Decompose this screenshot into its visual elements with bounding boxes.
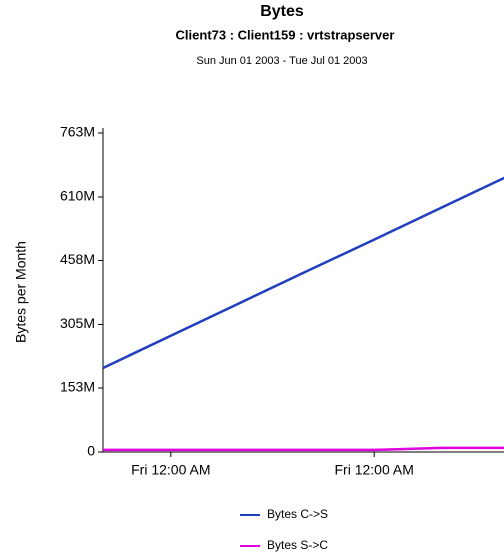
chart-title: Bytes [260,3,304,20]
chart-subtitle: Client73 : Client159 : vrtstrapserver [176,27,395,42]
y-tick-label: 763M [60,124,95,140]
line-series [102,176,504,370]
legend-label: Bytes S->C [267,538,328,552]
y-axis-label: Bytes per Month [13,241,29,343]
y-tick-label: 0 [87,443,95,459]
date-range: Sun Jun 01 2003 - Tue Jul 01 2003 [196,55,367,67]
line-series [103,446,504,452]
x-tick-label: Fri 12:00 AM [335,462,414,478]
y-tick-label: 458M [60,251,95,267]
legend-label: Bytes C->S [267,507,328,521]
x-tick-label: Fri 12:00 AM [131,462,210,478]
y-tick-label: 153M [60,379,95,395]
y-tick-label: 610M [60,188,95,204]
y-tick-label: 305M [60,315,95,331]
